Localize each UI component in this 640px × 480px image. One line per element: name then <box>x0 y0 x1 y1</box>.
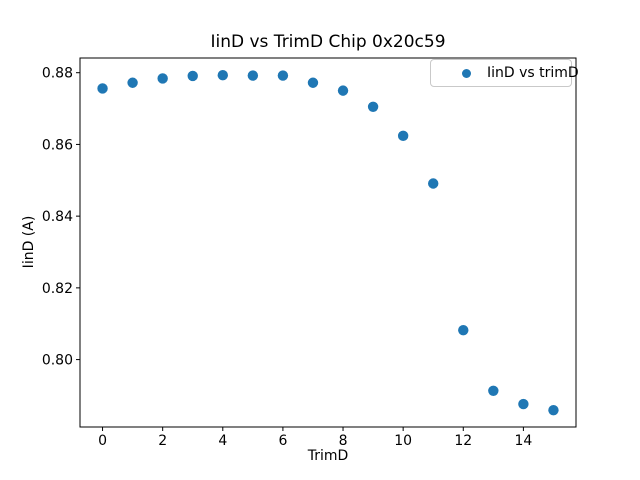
data-point <box>157 73 168 84</box>
x-tick-label: 12 <box>454 433 472 449</box>
legend-marker-icon <box>462 68 471 78</box>
legend-label: IinD vs trimD <box>487 65 579 81</box>
x-tick-label: 2 <box>158 433 167 449</box>
data-point <box>518 398 529 410</box>
x-tick-label: 10 <box>394 433 412 449</box>
data-point <box>337 85 349 96</box>
x-tick-label: 14 <box>514 433 532 449</box>
chart-title: IinD vs TrimD Chip 0x20c59 <box>210 32 446 52</box>
x-tick-label: 0 <box>98 433 107 449</box>
axes-spines <box>79 57 577 428</box>
data-point <box>97 83 108 94</box>
data-point <box>187 70 198 82</box>
x-tick-label: 8 <box>339 433 348 449</box>
data-point <box>458 324 469 336</box>
y-tick-label: 0.88 <box>42 66 73 82</box>
data-point <box>397 130 409 142</box>
x-tick-label: 4 <box>218 433 227 449</box>
y-tick-label: 0.86 <box>42 137 73 153</box>
data-point <box>367 101 379 112</box>
x-axis-label: TrimD <box>307 448 349 464</box>
data-point <box>428 178 439 189</box>
data-point <box>217 70 228 81</box>
y-tick-label: 0.80 <box>42 353 73 369</box>
data-point <box>307 77 319 88</box>
y-axis-label: IinD (A) <box>21 215 37 269</box>
y-tick-label: 0.84 <box>42 209 73 225</box>
data-point <box>127 77 138 88</box>
y-tick-label: 0.82 <box>42 281 73 297</box>
data-point <box>277 70 289 81</box>
x-tick-label: 6 <box>278 433 287 449</box>
legend: IinD vs trimD <box>430 59 579 87</box>
data-point <box>488 385 499 396</box>
data-point <box>247 70 259 81</box>
data-point <box>548 404 559 416</box>
